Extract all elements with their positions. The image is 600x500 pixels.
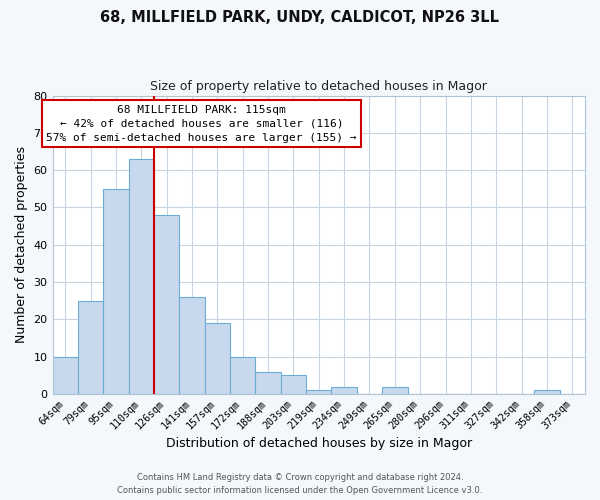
Bar [154, 215, 179, 394]
Bar [53, 356, 78, 394]
Bar [331, 386, 357, 394]
Bar [256, 372, 281, 394]
Bar [179, 297, 205, 394]
Bar [534, 390, 560, 394]
Text: 68, MILLFIELD PARK, UNDY, CALDICOT, NP26 3LL: 68, MILLFIELD PARK, UNDY, CALDICOT, NP26… [101, 10, 499, 25]
Bar [103, 189, 128, 394]
Bar [230, 356, 256, 394]
Bar [306, 390, 331, 394]
Bar [78, 301, 103, 394]
Bar [281, 376, 306, 394]
X-axis label: Distribution of detached houses by size in Magor: Distribution of detached houses by size … [166, 437, 472, 450]
Bar [382, 386, 407, 394]
Text: Contains HM Land Registry data © Crown copyright and database right 2024.
Contai: Contains HM Land Registry data © Crown c… [118, 474, 482, 495]
Y-axis label: Number of detached properties: Number of detached properties [15, 146, 28, 344]
Bar [205, 323, 230, 394]
Bar [128, 159, 154, 394]
Title: Size of property relative to detached houses in Magor: Size of property relative to detached ho… [151, 80, 487, 93]
Text: 68 MILLFIELD PARK: 115sqm
← 42% of detached houses are smaller (116)
57% of semi: 68 MILLFIELD PARK: 115sqm ← 42% of detac… [46, 104, 357, 142]
